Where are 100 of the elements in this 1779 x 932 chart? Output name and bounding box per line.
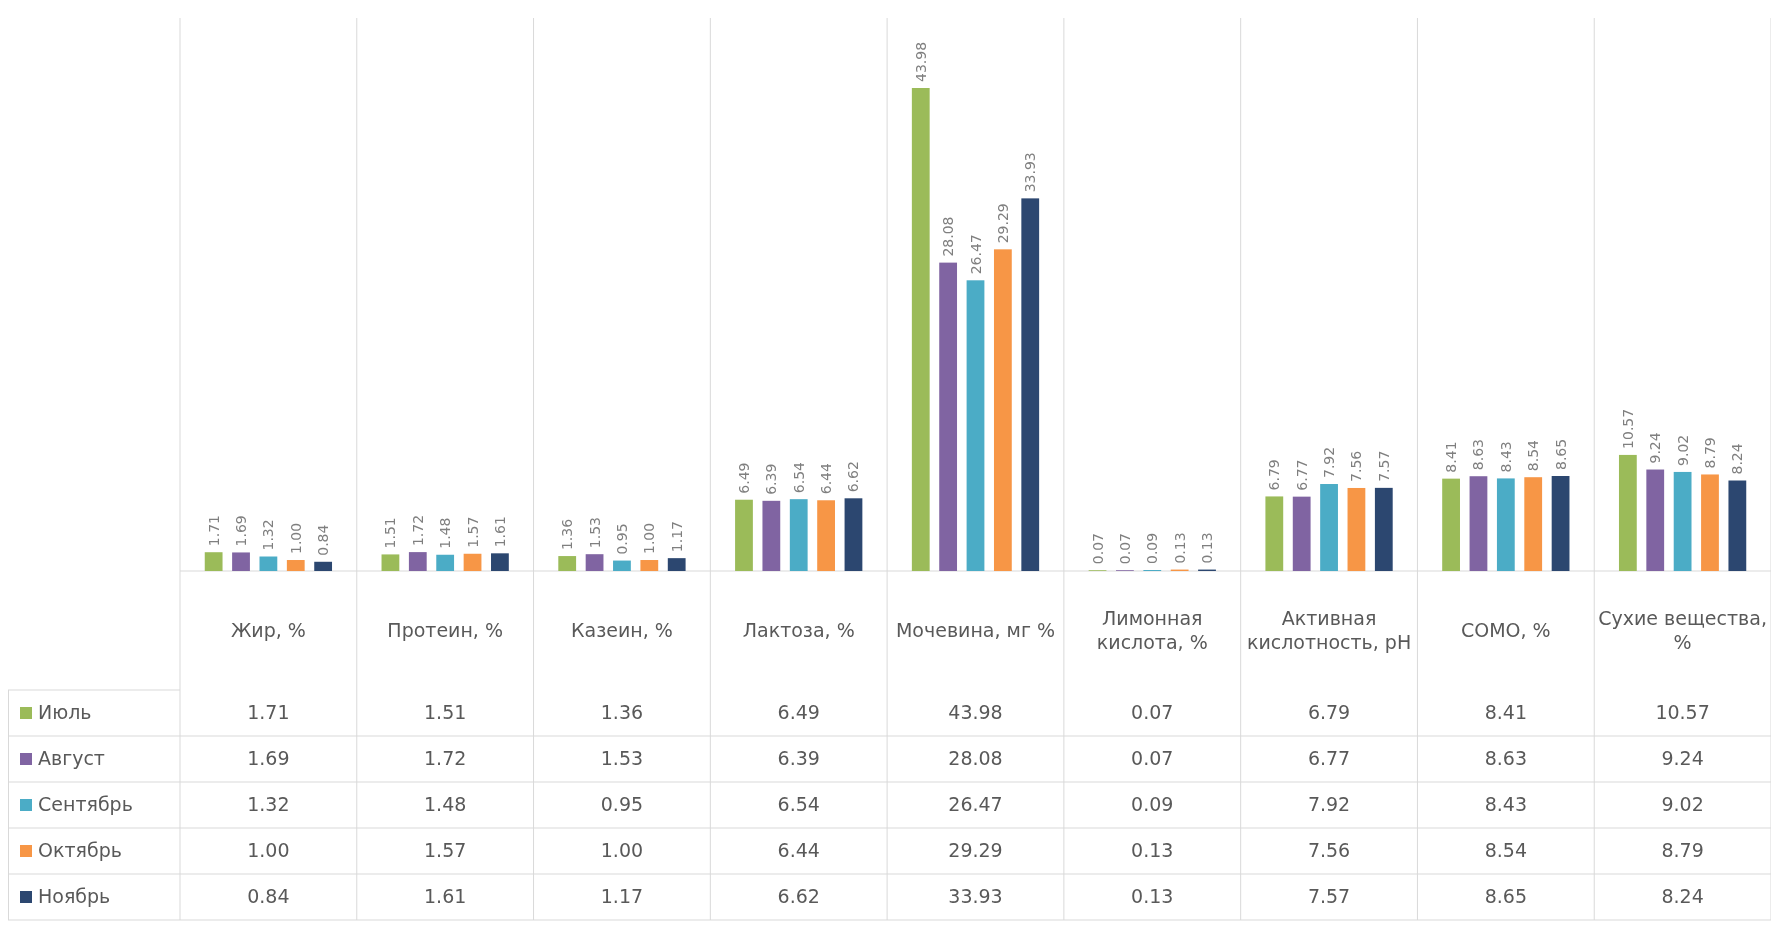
x-tick-label: Жир, % <box>230 618 306 640</box>
data-label: 1.69 <box>247 746 290 769</box>
data-label: 6.49 <box>777 700 820 723</box>
text: 1.48 <box>437 517 454 549</box>
bar <box>735 499 753 571</box>
data-label: 0.13 <box>1131 884 1174 907</box>
bar <box>1442 478 1460 571</box>
text: 7.92 <box>1321 446 1338 479</box>
text: 1.00 <box>641 522 658 555</box>
bar <box>1728 480 1747 571</box>
legend-label: Август <box>38 746 105 769</box>
data-label: 8.41 <box>1484 700 1527 723</box>
data-label: 1.00 <box>600 838 644 861</box>
bar <box>1374 487 1393 571</box>
x-tick-label: Протеин, % <box>387 618 503 640</box>
text: 8.41 <box>1443 441 1460 473</box>
text: 43.98 <box>912 41 929 82</box>
text: 0.13 <box>1199 532 1216 564</box>
data-label: 8.54 <box>1484 838 1527 861</box>
text: 0.84 <box>315 524 332 556</box>
x-tick-label: Лактоза, % <box>742 618 855 640</box>
data-label: 0.95 <box>600 792 644 815</box>
data-label: 1.71 <box>247 700 290 723</box>
text: 1.51 <box>382 517 399 549</box>
data-label: 8.63 <box>1484 746 1527 769</box>
bar <box>1524 477 1543 571</box>
x-tick-label: Мочевина, мг % <box>895 618 1056 640</box>
data-label: 6.39 <box>777 746 820 769</box>
bar <box>381 554 400 571</box>
x-tick-label: Сухие вещества, % <box>1598 606 1767 652</box>
text: 1.69 <box>233 515 250 547</box>
text: 1.36 <box>559 518 576 551</box>
bar <box>1673 471 1692 571</box>
text: 10.57 <box>1619 408 1636 449</box>
data-label: 0.84 <box>247 884 290 907</box>
legend-label: Октябрь <box>38 838 122 861</box>
text: 8.79 <box>1701 437 1718 469</box>
legend-label: Сентябрь <box>38 792 133 815</box>
data-label: 7.56 <box>1307 838 1351 861</box>
text: 0.07 <box>1089 533 1106 565</box>
data-label: 28.08 <box>948 746 1003 769</box>
bar <box>817 500 835 571</box>
x-tick-label: СОМО, % <box>1460 618 1551 640</box>
text: 26.47 <box>967 234 984 275</box>
bar <box>1347 487 1366 571</box>
text: 1.32 <box>260 519 277 551</box>
text: 1.57 <box>464 516 481 548</box>
bar <box>1320 484 1338 571</box>
text: 6.77 <box>1293 459 1310 491</box>
bar <box>1021 198 1040 571</box>
bar <box>789 499 808 571</box>
bar <box>939 262 958 571</box>
data-label: 8.24 <box>1661 884 1704 907</box>
text: 8.54 <box>1525 440 1542 472</box>
bar <box>1496 478 1515 571</box>
text: 29.29 <box>994 203 1011 244</box>
text: 0.09 <box>1144 532 1161 565</box>
text: 6.79 <box>1266 459 1283 491</box>
text: 8.24 <box>1729 443 1746 475</box>
data-label: 1.72 <box>424 746 467 769</box>
text: 6.54 <box>790 462 807 494</box>
text: 0.07 <box>1116 533 1133 565</box>
data-label: 8.65 <box>1484 884 1527 907</box>
bar <box>408 552 427 571</box>
bar <box>613 560 631 571</box>
data-label: 33.93 <box>948 884 1003 907</box>
data-label: 0.07 <box>1131 700 1174 723</box>
text: 9.24 <box>1647 432 1664 464</box>
bar <box>463 553 482 571</box>
text: 8.65 <box>1552 438 1569 470</box>
data-label: 0.07 <box>1131 746 1174 769</box>
bar <box>1292 496 1311 571</box>
bar <box>259 556 278 571</box>
bar <box>286 560 305 571</box>
text: 6.39 <box>763 463 780 495</box>
text: 1.53 <box>586 517 603 549</box>
text: 33.93 <box>1022 152 1039 193</box>
data-label: 6.62 <box>777 884 820 907</box>
bar <box>993 249 1012 571</box>
data-label: 10.57 <box>1655 700 1710 723</box>
text: 0.13 <box>1171 532 1188 564</box>
data-label: 9.02 <box>1661 792 1704 815</box>
data-label: 1.32 <box>247 792 290 815</box>
bar <box>232 552 250 571</box>
data-label: 6.54 <box>777 792 820 815</box>
data-label: 6.77 <box>1307 746 1351 769</box>
text: 7.57 <box>1375 450 1392 482</box>
bar <box>436 554 455 571</box>
data-label: 1.17 <box>600 884 644 907</box>
bar <box>667 558 686 571</box>
x-tick-label: Казеин, % <box>571 618 673 640</box>
x-tick-label: Активная кислотность, рН <box>1246 606 1412 652</box>
text: 7.56 <box>1348 450 1365 482</box>
data-label: 0.13 <box>1131 838 1174 861</box>
text: 1.61 <box>491 516 508 548</box>
bar <box>491 553 509 571</box>
text: 0.95 <box>613 523 630 555</box>
data-label: 43.98 <box>948 700 1003 723</box>
text: 1.71 <box>205 515 222 547</box>
data-label: 1.57 <box>424 838 467 861</box>
